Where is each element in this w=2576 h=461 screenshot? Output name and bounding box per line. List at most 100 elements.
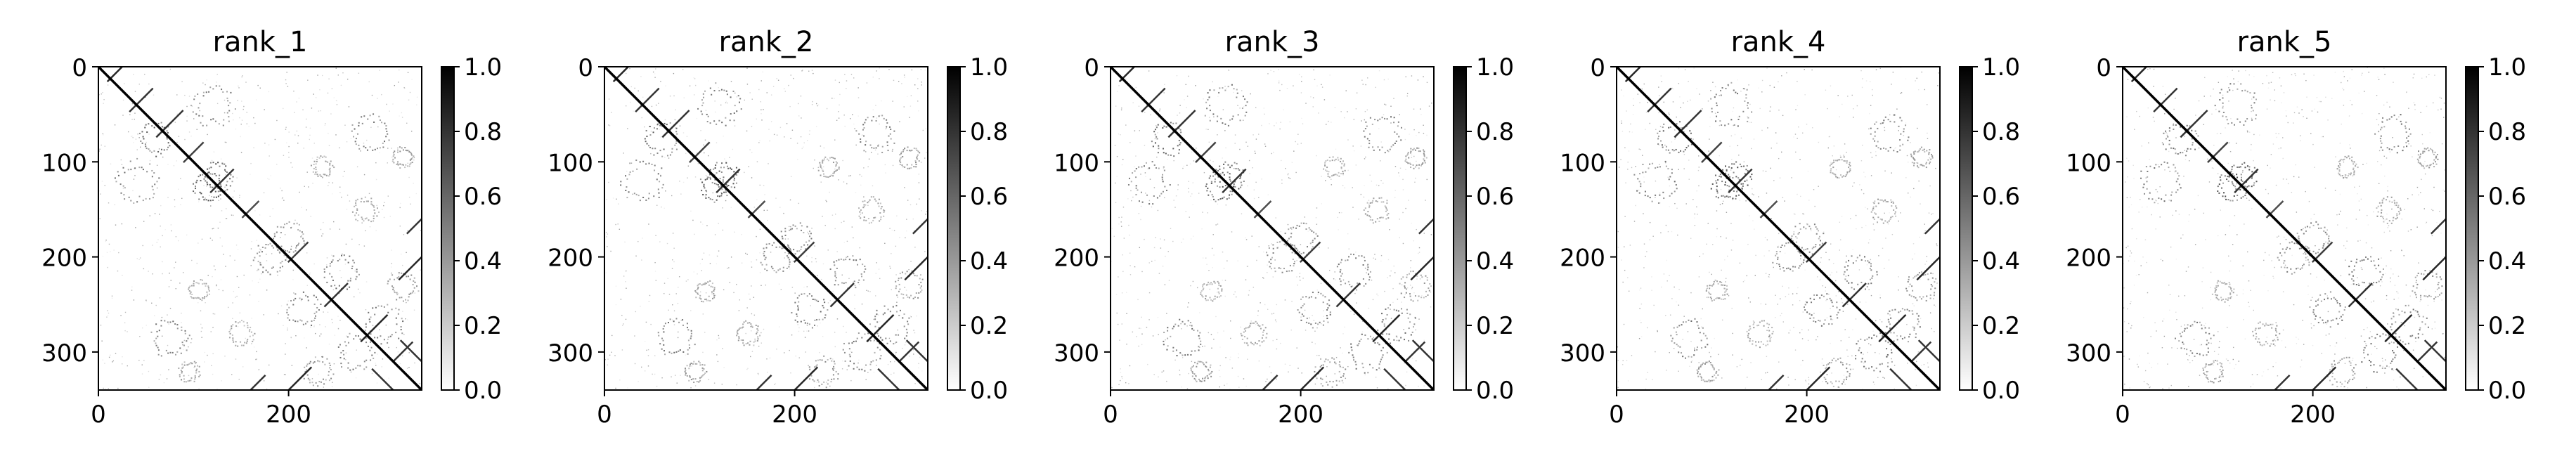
heatmap-cell [107, 310, 108, 311]
heatmap-cell [1381, 313, 1383, 315]
heatmap-cell [1227, 124, 1229, 126]
heatmap-cell [822, 318, 824, 320]
heatmap-cell [891, 289, 892, 290]
heatmap-cell [1248, 160, 1250, 162]
heatmap-cell [644, 138, 646, 140]
heatmap-cell [1390, 304, 1392, 306]
heatmap-cell [1161, 176, 1163, 178]
heatmap-cell [1763, 255, 1765, 257]
heatmap-cell [1301, 313, 1303, 316]
heatmap-cell [1393, 117, 1395, 119]
heatmap-cell [690, 387, 692, 389]
heatmap-cell [798, 357, 800, 358]
heatmap-cell [734, 105, 736, 107]
heatmap-cell [364, 330, 366, 332]
heatmap-cell [868, 222, 870, 224]
heatmap-cell [1298, 225, 1300, 227]
heatmap-cell [1386, 200, 1388, 202]
heatmap-cell [1379, 118, 1381, 120]
heatmap-cell [880, 355, 882, 357]
heatmap-cell [285, 142, 287, 143]
heatmap-cell [1770, 336, 1771, 337]
contact-segment [829, 283, 855, 308]
heatmap-cell [813, 380, 815, 382]
heatmap-cell [160, 122, 162, 124]
heatmap-cell [1212, 161, 1214, 162]
heatmap-cell [1896, 335, 1898, 337]
heatmap-cell [394, 157, 396, 159]
heatmap-cell [356, 275, 358, 278]
heatmap-cell [711, 181, 713, 183]
heatmap-cell [321, 381, 323, 383]
heatmap-cell [1236, 92, 1238, 94]
heatmap-cell [608, 124, 609, 126]
heatmap-cell [306, 365, 308, 367]
heatmap-cell [305, 369, 307, 371]
heatmap-cell [1251, 322, 1253, 324]
heatmap-cell [1752, 320, 1754, 322]
heatmap-cell [387, 336, 389, 338]
heatmap-cell [615, 223, 616, 226]
heatmap-cell [1927, 138, 1929, 140]
heatmap-cell [1199, 380, 1201, 382]
heatmap-cell [217, 188, 219, 190]
heatmap-cell [331, 318, 332, 320]
heatmap-cell [665, 190, 666, 192]
heatmap-cell [190, 362, 192, 364]
heatmap-cell [107, 266, 108, 268]
heatmap-cell [1295, 171, 1297, 174]
heatmap-cell [711, 286, 713, 288]
heatmap-cell [833, 171, 835, 174]
heatmap-cell [184, 94, 186, 96]
heatmap-cell [682, 324, 684, 326]
heatmap-cell [1120, 221, 1122, 223]
heatmap-cell [709, 263, 711, 264]
heatmap-cell [347, 261, 349, 264]
heatmap-cell [867, 204, 869, 207]
heatmap-cell [303, 240, 305, 242]
heatmap-cell [1118, 223, 1120, 225]
heatmap-cell [697, 287, 699, 289]
heatmap-cell [1240, 186, 1242, 188]
heatmap-cell [860, 184, 862, 186]
heatmap-cell [832, 162, 834, 164]
heatmap-cell [1364, 136, 1366, 138]
heatmap-cell [231, 374, 233, 375]
heatmap-cell [1761, 79, 1763, 82]
heatmap-cell [900, 151, 902, 153]
heatmap-cell [718, 250, 720, 252]
heatmap-cell [1212, 298, 1215, 300]
heatmap-cell [1390, 116, 1392, 118]
heatmap-cell [646, 136, 648, 138]
heatmap-cell [1311, 248, 1313, 250]
heatmap-cell [189, 292, 191, 294]
heatmap-cell [1248, 326, 1250, 328]
heatmap-cell [810, 305, 811, 306]
heatmap-cell [921, 289, 923, 291]
heatmap-cell [374, 212, 376, 214]
heatmap-cell [838, 168, 840, 170]
heatmap-cell [1211, 194, 1213, 196]
heatmap-cell [1283, 268, 1285, 270]
heatmap-cell [355, 202, 357, 204]
heatmap-cell [198, 115, 200, 117]
heatmap-cell [1166, 380, 1167, 382]
heatmap-cell [1428, 287, 1430, 290]
heatmap-cell [191, 293, 193, 295]
heatmap-cell [1154, 134, 1156, 136]
heatmap-cell [1207, 92, 1209, 94]
heatmap-cell [853, 368, 855, 370]
heatmap-cell [1236, 89, 1238, 91]
heatmap-cell [1233, 88, 1235, 90]
heatmap-cell [368, 318, 370, 320]
heatmap-cell [259, 214, 261, 216]
heatmap-cell [408, 275, 410, 278]
heatmap-cell [355, 138, 357, 140]
heatmap-cell [1198, 346, 1200, 348]
heatmap-cell [316, 174, 318, 176]
heatmap-cell [1428, 105, 1430, 107]
heatmap-cell [836, 119, 838, 121]
heatmap-cell [779, 126, 782, 129]
y-tick-label: 0 [1084, 54, 1099, 82]
heatmap-cell [1162, 127, 1164, 129]
